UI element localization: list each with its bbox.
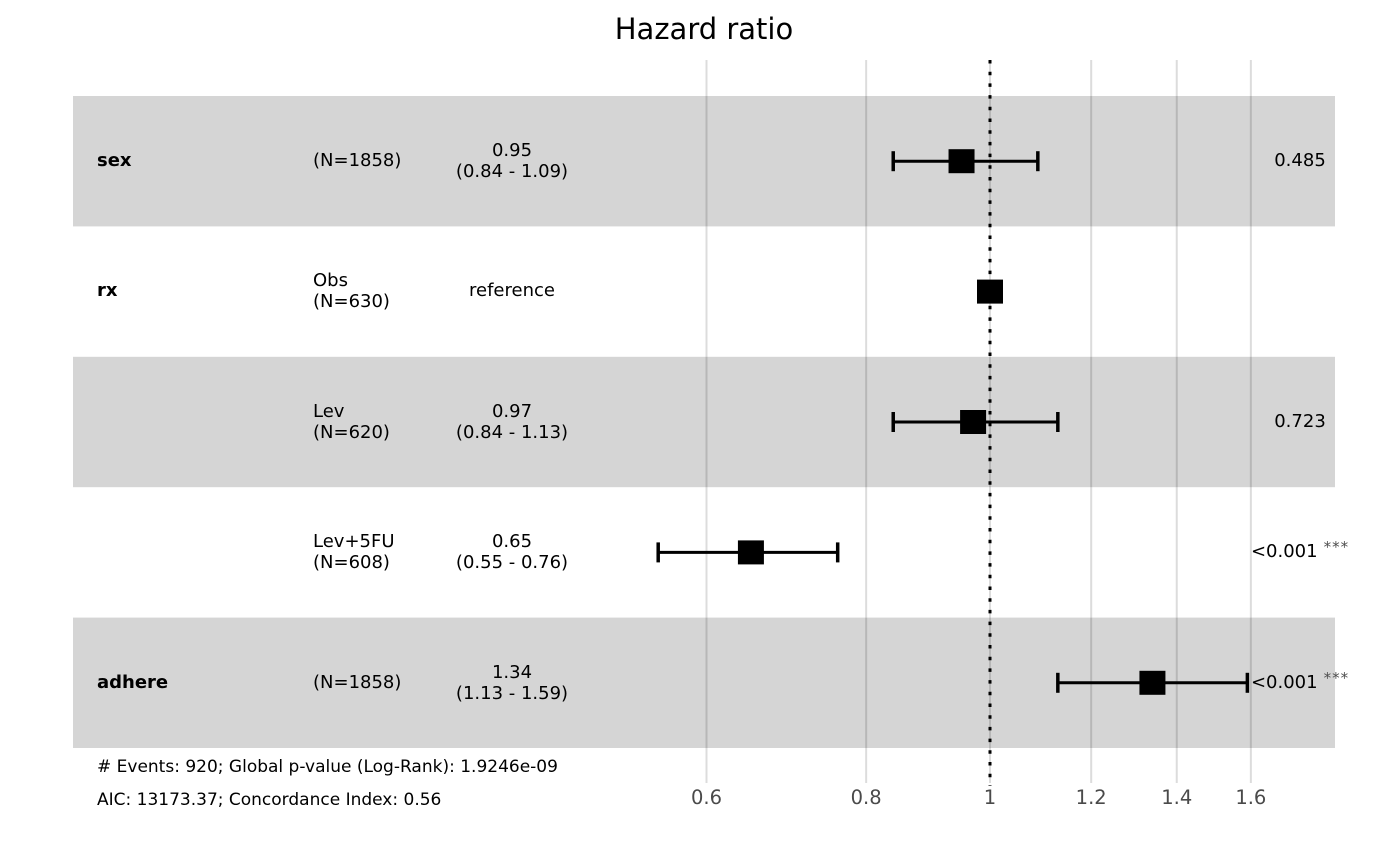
estimate-label: 1.34 [491,661,533,683]
stripe-band [73,96,1335,227]
axis-tick-label: 1.4 [1161,786,1193,809]
p-value-label: <0.001 [1250,672,1318,694]
estimate-label: 0.97 [491,400,533,422]
n-label: (N=630) [313,291,390,312]
forest-row-rx-lev5fu: Lev+5FU (N=608) 0.65 (0.55 - 0.76) <0.00… [0,487,1400,617]
estimate-marker [948,149,975,174]
ci-label: (0.84 - 1.13) [455,422,569,443]
forest-row-rx-obs: rx Obs (N=630) reference [0,226,1400,356]
n-label: (N=1858) [313,672,402,694]
p-value-label: <0.001 [1250,541,1318,563]
n-label: (N=620) [313,422,390,443]
ci-label: (1.13 - 1.59) [455,683,569,704]
footer-events-pvalue: # Events: 920; Global p-value (Log-Rank)… [97,757,558,777]
variable-label: rx [97,280,118,302]
ci-label: (0.55 - 0.76) [455,552,569,573]
axis-tick-label: 1.2 [1075,786,1107,809]
variable-label: sex [97,150,132,172]
variable-label: adhere [97,672,169,694]
estimate-marker [1139,670,1166,695]
estimate-marker [960,410,987,434]
p-value-label: 0.485 [1274,150,1326,172]
axis-tick-label: 0.8 [850,786,882,809]
estimate-marker [737,540,764,565]
estimate-label: 0.95 [491,139,533,161]
footer-aic-concordance: AIC: 13173.37; Concordance Index: 0.56 [97,789,442,810]
significance-stars: *** [1323,669,1350,688]
stripe-band [73,356,1335,488]
forest-row-sex: sex (N=1858) 0.95 (0.84 - 1.09) 0.485 [0,96,1400,226]
forest-row-rx-lev: Lev (N=620) 0.97 (0.84 - 1.13) 0.723 [0,357,1400,487]
n-label: (N=608) [313,552,390,573]
n-label: (N=1858) [313,150,402,172]
chart-footer: # Events: 920; Global p-value (Log-Rank)… [97,751,558,816]
forest-row-adhere: adhere (N=1858) 1.34 (1.13 - 1.59) <0.00… [0,618,1400,748]
ci-label: (0.84 - 1.09) [455,161,569,182]
p-value-label: 0.723 [1274,411,1326,433]
chart-title: Hazard ratio [614,12,794,46]
axis-tick-label: 1.6 [1235,786,1267,809]
estimate-label: reference [469,280,555,302]
axis-tick-label: 1 [983,786,997,809]
level-label: Lev [313,400,345,422]
reference-marker [977,279,1003,304]
level-label: Lev+5FU [313,530,395,552]
level-label: Obs [313,269,348,291]
significance-stars: *** [1323,538,1350,557]
axis-tick-label: 0.6 [690,786,722,809]
estimate-label: 0.65 [491,530,533,552]
